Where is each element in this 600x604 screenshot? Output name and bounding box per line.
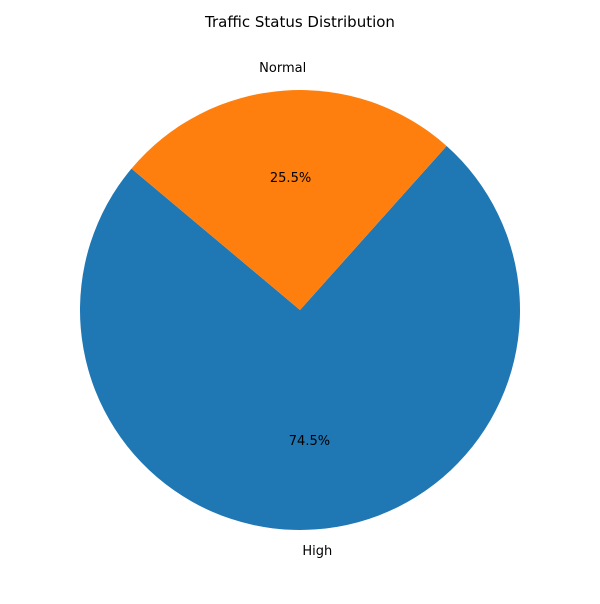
slice-percent-normal: 25.5% <box>270 171 311 186</box>
chart-title: Traffic Status Distribution <box>204 13 395 31</box>
pie-slices <box>79 90 520 530</box>
slice-percent-high: 74.5% <box>289 434 330 449</box>
pie-slice-normal <box>131 90 447 310</box>
pie-slice-high <box>79 145 520 530</box>
slice-label-normal: Normal <box>259 61 306 76</box>
pie-labels: High 74.5% Normal 25.5% <box>259 61 332 559</box>
slice-label-high: High <box>302 544 332 559</box>
